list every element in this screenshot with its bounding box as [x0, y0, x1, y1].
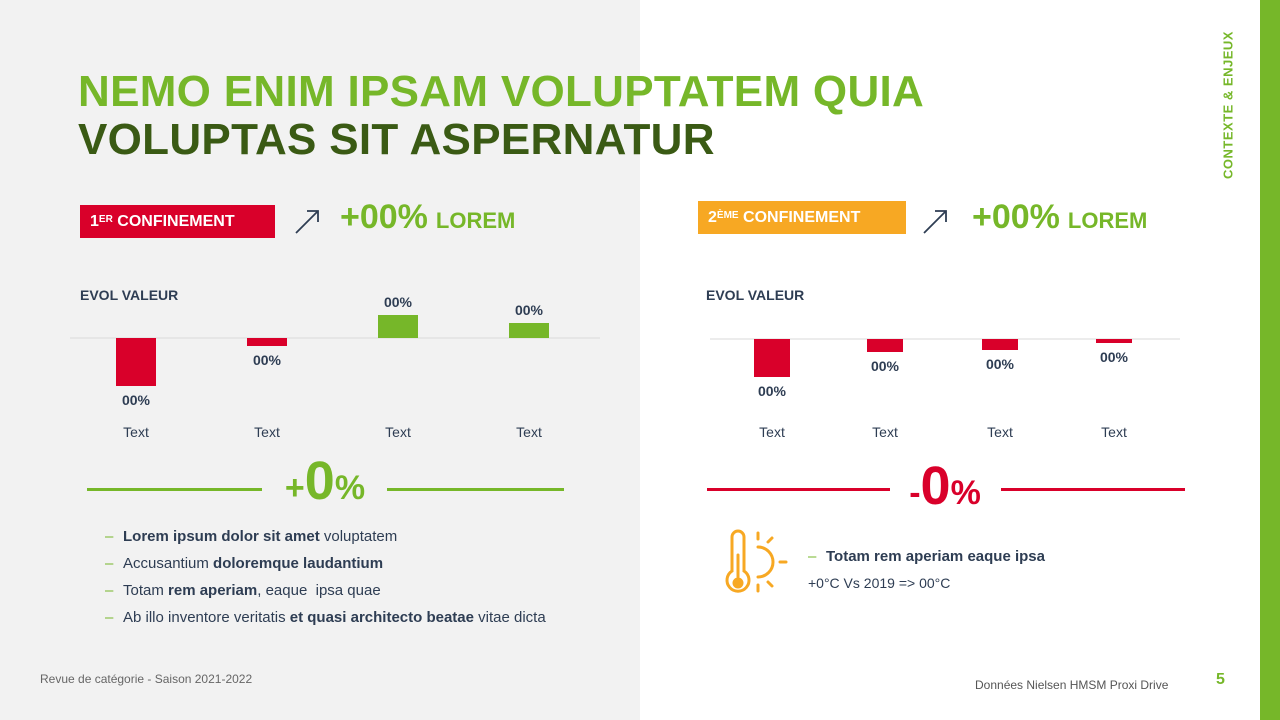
- chart-category-label: Text: [385, 424, 411, 440]
- chart-bar: [247, 338, 287, 346]
- temperature-bullet: – Totam rem aperiam eaque ipsa: [808, 548, 1045, 565]
- badge-number: 2: [708, 208, 717, 226]
- chart-category-label: Text: [759, 424, 785, 440]
- result-number: 0: [920, 456, 951, 516]
- divider-right: [387, 488, 564, 491]
- left-panel-background: [0, 0, 640, 720]
- chart-data-label: 00%: [253, 352, 282, 368]
- chart-data-label: 00%: [384, 294, 413, 310]
- headline-value: +00%: [972, 198, 1060, 236]
- right-accent-bar: [1260, 0, 1280, 720]
- chart-data-label: 00%: [758, 383, 787, 399]
- headline-value: +00%: [340, 198, 428, 236]
- chart-bar: [378, 315, 418, 338]
- result-sign: -: [909, 474, 921, 512]
- chart-bar: [1096, 339, 1132, 343]
- first-lockdown-badge: 1 ER CONFINEMENT: [80, 205, 275, 238]
- trend-up-arrow-icon: [923, 210, 947, 234]
- chart-data-label: 00%: [515, 302, 544, 318]
- chart-bar: [982, 339, 1018, 350]
- chart-title: EVOL VALEUR: [80, 287, 179, 303]
- list-item: – Ab illo inventore veritatis et quasi ar…: [105, 609, 546, 626]
- chart-category-label: Text: [872, 424, 898, 440]
- key-points-list: – Lorem ipsum dolor sit amet voluptatem –…: [105, 528, 546, 636]
- result-percentage: +0%: [270, 450, 380, 512]
- chart-category-label: Text: [1101, 424, 1127, 440]
- list-item: – Lorem ipsum dolor sit amet voluptatem: [105, 528, 398, 545]
- temperature-comparison: +0°C Vs 2019 => 00°C: [808, 575, 951, 591]
- headline-percentage: +00% LOREM: [972, 198, 1147, 237]
- page-number: 5: [1216, 671, 1225, 688]
- chart-category-label: Text: [516, 424, 542, 440]
- chart-bar: [509, 323, 549, 338]
- temperature-icon: [725, 529, 788, 593]
- trend-up-arrow-icon: [295, 210, 319, 234]
- result-unit: %: [950, 474, 981, 512]
- badge-label: CONFINEMENT: [112, 212, 235, 230]
- chart-data-label: 00%: [986, 356, 1015, 372]
- divider-right: [1001, 488, 1185, 491]
- divider-left: [707, 488, 890, 491]
- chart-category-label: Text: [123, 424, 149, 440]
- chart-data-label: 00%: [871, 358, 900, 374]
- footer-source-right: Données Nielsen HMSM Proxi Drive: [975, 678, 1169, 692]
- badge-number: 1: [90, 212, 99, 230]
- chart-category-label: Text: [254, 424, 280, 440]
- list-item: – Totam rem aperiam, eaque ipsa quae: [105, 582, 381, 599]
- chart-bar: [867, 339, 903, 352]
- headline-label: LOREM: [435, 208, 516, 233]
- title-line-1: NEMO ENIM IPSAM VOLUPTATEM QUIA: [78, 67, 925, 116]
- result-number: 0: [304, 451, 335, 511]
- evolution-bar-chart-2: 00% Text 00% Text 00% Text 00% Text: [710, 338, 1180, 440]
- headline-percentage: +00% LOREM: [340, 198, 515, 237]
- list-item: – Accusantium doloremque laudantium: [105, 555, 384, 572]
- chart-bar: [754, 339, 790, 377]
- result-sign: +: [284, 469, 305, 507]
- section-label: CONTEXTE & ENJEUX: [1220, 31, 1236, 179]
- footer-source-left: Revue de catégorie - Saison 2021-2022: [40, 672, 253, 686]
- second-lockdown-badge: 2 ÈME CONFINEMENT: [698, 201, 906, 234]
- badge-suffix: ER: [98, 214, 113, 225]
- divider-left: [87, 488, 262, 491]
- evolution-bar-chart-1: 00% Text 00% Text 00% Text 00% Text: [70, 294, 600, 440]
- chart-data-label: 00%: [122, 392, 151, 408]
- badge-label: CONFINEMENT: [738, 208, 861, 226]
- chart-data-label: 00%: [1100, 349, 1129, 365]
- result-percentage: -0%: [895, 455, 995, 517]
- slide-title: NEMO ENIM IPSAM VOLUPTATEM QUIA VOLUPTAS…: [78, 68, 924, 164]
- badge-suffix: ÈME: [716, 210, 739, 221]
- chart-category-label: Text: [987, 424, 1013, 440]
- chart-title: EVOL VALEUR: [706, 287, 805, 303]
- chart-bar: [116, 338, 156, 386]
- headline-label: LOREM: [1067, 208, 1148, 233]
- title-line-2: VOLUPTAS SIT ASPERNATUR: [78, 115, 715, 164]
- result-unit: %: [334, 469, 366, 507]
